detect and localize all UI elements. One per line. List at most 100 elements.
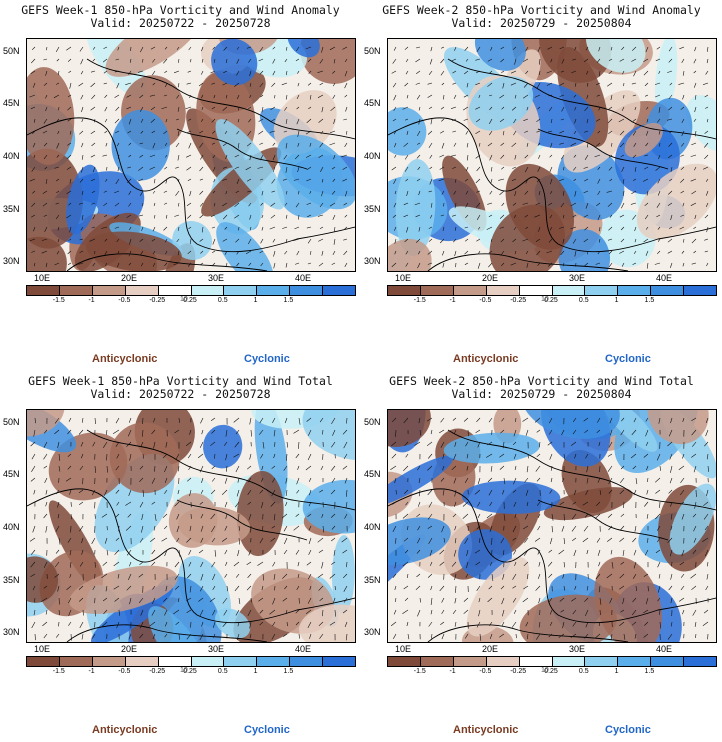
lon-label: 20E	[121, 273, 138, 283]
vorticity-region	[236, 470, 284, 557]
vorticity-region	[331, 535, 355, 614]
lat-label: 45N	[364, 98, 381, 108]
cyclonic-label: Cyclonic	[244, 353, 290, 365]
colorbar-swatch	[224, 657, 258, 666]
vorticity-region	[300, 39, 355, 84]
vorticity-region	[172, 221, 213, 260]
colorbar-tick: 0.5	[578, 297, 589, 304]
lat-label: 50N	[364, 46, 381, 56]
map-panel-4: GEFS Week-2 850-hPa Vorticity and Wind T…	[361, 371, 722, 742]
cyclonic-label: Cyclonic	[605, 353, 651, 365]
vorticity-region	[466, 557, 530, 637]
colorbar-swatch	[388, 657, 421, 666]
colorbar-swatch	[323, 286, 356, 295]
colorbar-swatch	[618, 657, 652, 666]
lat-label: 30N	[3, 627, 20, 637]
colorbar-unit: 10	[180, 296, 188, 303]
vorticity-region	[211, 39, 258, 86]
lat-label: 45N	[3, 98, 20, 108]
panel-title: GEFS Week-2 850-hPa Vorticity and Wind A…	[382, 3, 701, 17]
colorbar-tick: 0.25	[183, 297, 197, 304]
colorbar-swatch	[420, 286, 454, 295]
lon-label: 40E	[656, 273, 673, 283]
colorbar-swatch	[453, 657, 487, 666]
colorbar-swatch	[158, 286, 192, 295]
colorbar-swatch	[158, 657, 192, 666]
vorticity-region	[105, 39, 203, 77]
colorbar-swatch	[585, 657, 619, 666]
vorticity-region	[521, 410, 620, 439]
colorbar-swatch	[92, 286, 126, 295]
anticyclonic-label: Anticyclonic	[453, 353, 519, 365]
lon-label: 30E	[569, 644, 586, 654]
colorbar-tick: -0.25	[149, 668, 166, 675]
colorbar-unit: 10	[541, 296, 549, 303]
colorbar-swatch	[191, 657, 225, 666]
vorticity-region	[203, 424, 243, 469]
lat-label: 45N	[3, 469, 20, 479]
vorticity-region	[215, 608, 251, 639]
colorbar-swatch	[191, 286, 225, 295]
colorbar-swatch	[388, 286, 421, 295]
lon-label: 20E	[482, 273, 499, 283]
colorbar-swatch	[125, 286, 159, 295]
lon-label: 40E	[656, 644, 673, 654]
vorticity-region	[474, 39, 526, 71]
vorticity-map	[26, 38, 356, 272]
colorbar	[387, 656, 717, 667]
coastline	[27, 58, 355, 271]
lat-label: 40N	[3, 522, 20, 532]
colorbar-tick: 1.5	[283, 297, 294, 304]
colorbar-tick: 1.5	[644, 297, 655, 304]
vorticity-region	[302, 479, 355, 534]
lat-label: 35N	[364, 204, 381, 214]
vorticity-region	[388, 238, 432, 271]
lon-label: 30E	[208, 644, 225, 654]
anticyclonic-label: Anticyclonic	[92, 353, 158, 365]
lon-label: 30E	[208, 273, 225, 283]
vorticity-field	[388, 410, 716, 642]
colorbar-tick: 1	[614, 297, 619, 304]
colorbar-swatch	[651, 286, 685, 295]
coastline	[388, 429, 716, 642]
vorticity-field	[27, 410, 355, 642]
panel-title: GEFS Week-2 850-hPa Vorticity and Wind T…	[389, 374, 694, 388]
colorbar-tick: 0.5	[217, 668, 228, 675]
vorticity-region	[624, 122, 663, 158]
lat-label: 45N	[364, 469, 381, 479]
coastline	[388, 58, 716, 271]
colorbar-swatch	[125, 657, 159, 666]
anticyclonic-label: Anticyclonic	[92, 724, 158, 736]
colorbar-tick: -1.5	[52, 668, 65, 675]
vorticity-region	[148, 606, 212, 642]
colorbar-unit: 10	[541, 667, 549, 674]
lat-label: 35N	[3, 204, 20, 214]
wind-vectors	[29, 46, 348, 269]
vorticity-region	[558, 229, 611, 271]
colorbar-swatch	[59, 657, 93, 666]
lon-label: 10E	[395, 644, 412, 654]
lat-label: 40N	[364, 522, 381, 532]
colorbar-swatch	[257, 657, 291, 666]
colorbar-tick: 0.5	[578, 668, 589, 675]
panel-title: GEFS Week-1 850-hPa Vorticity and Wind A…	[21, 3, 340, 17]
vorticity-region	[299, 604, 355, 642]
colorbar-swatch	[684, 657, 717, 666]
lat-label: 50N	[364, 417, 381, 427]
colorbar-swatch	[27, 286, 60, 295]
colorbar-tick: 1.5	[283, 668, 294, 675]
colorbar-swatch	[92, 657, 126, 666]
vorticity-field	[388, 39, 716, 271]
map-panel-2: GEFS Week-2 850-hPa Vorticity and Wind A…	[361, 0, 722, 371]
colorbar-swatch	[552, 286, 586, 295]
vorticity-map	[387, 409, 717, 643]
map-panel-3: GEFS Week-1 850-hPa Vorticity and Wind T…	[0, 371, 361, 742]
vorticity-region	[111, 109, 170, 181]
colorbar-swatch	[257, 286, 291, 295]
colorbar-tick: 1.5	[644, 668, 655, 675]
lat-label: 30N	[364, 256, 381, 266]
colorbar-swatch	[519, 286, 553, 295]
colorbar-tick: 0.25	[544, 668, 558, 675]
colorbar-swatch	[585, 286, 619, 295]
colorbar-tick: 1	[614, 668, 619, 675]
